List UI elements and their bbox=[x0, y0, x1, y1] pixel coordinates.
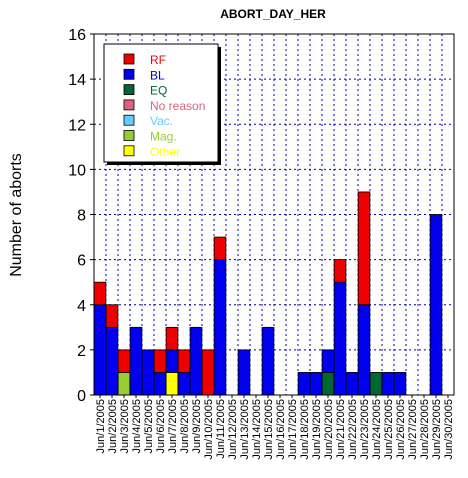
bar-segment-bl bbox=[105, 326, 119, 396]
legend-label: No reason bbox=[150, 99, 205, 113]
x-tick-label: Jun/17/2005 bbox=[287, 399, 299, 460]
bar-segment-eq bbox=[321, 372, 335, 396]
legend-swatch bbox=[123, 130, 135, 141]
bar-segment-bl bbox=[297, 372, 311, 396]
bar-segment-rf bbox=[201, 349, 215, 396]
y-tick-label: 14 bbox=[68, 72, 86, 89]
bar-segment-bl bbox=[129, 326, 143, 396]
y-tick-label: 2 bbox=[77, 343, 86, 360]
x-tick-label: Jun/18/2005 bbox=[299, 399, 311, 460]
legend-swatch bbox=[123, 53, 135, 65]
chart-title: ABORT_DAY_HER bbox=[220, 7, 326, 21]
x-tick-label: Jun/20/2005 bbox=[323, 399, 335, 460]
y-tick-label: 4 bbox=[77, 298, 86, 315]
x-tick-label: Jun/5/2005 bbox=[143, 399, 155, 453]
x-tick-label: Jun/15/2005 bbox=[263, 399, 275, 460]
legend-swatch bbox=[123, 84, 135, 95]
legend-label: EQ bbox=[150, 84, 167, 98]
y-tick-label: 6 bbox=[77, 253, 86, 270]
x-tick-label: Jun/3/2005 bbox=[119, 399, 131, 453]
bar-segment-bl bbox=[93, 304, 107, 396]
legend-label: Other bbox=[150, 145, 180, 159]
bar-segment-bl bbox=[261, 326, 275, 396]
x-tick-label: Jun/9/2005 bbox=[191, 399, 203, 453]
x-tick-label: Jun/19/2005 bbox=[311, 399, 323, 460]
x-tick-label: Jun/10/2005 bbox=[203, 399, 215, 460]
x-ticks: Jun/1/2005 Jun/2/2005 Jun/3/2005 Jun/4/2005… bbox=[95, 395, 455, 460]
bar-segment-rf bbox=[153, 349, 167, 373]
y-tick-label: 16 bbox=[68, 27, 86, 44]
y-tick-label: 12 bbox=[68, 117, 86, 134]
bar-segment-bl bbox=[213, 259, 227, 396]
x-tick-label: Jun/2/2005 bbox=[107, 399, 119, 453]
x-tick-label: Jun/11/2005 bbox=[215, 399, 227, 459]
legend-swatch bbox=[123, 99, 135, 111]
x-tick-label: Jun/8/2005 bbox=[179, 399, 191, 453]
bar-segment-bl bbox=[345, 372, 359, 396]
bar-segment-rf bbox=[165, 326, 179, 351]
x-tick-label: Jun/14/2005 bbox=[251, 399, 263, 460]
bar-segment-bl bbox=[381, 372, 395, 396]
bar-segment-bl bbox=[153, 372, 167, 396]
bar-segment-bl bbox=[429, 214, 443, 396]
bar-segment-rf bbox=[177, 349, 191, 373]
x-tick-label: Jun/1/2005 bbox=[95, 399, 107, 453]
x-tick-label: Jun/26/2005 bbox=[395, 399, 407, 460]
bar-segment-mag bbox=[117, 372, 131, 396]
x-tick-label: Jun/7/2005 bbox=[167, 399, 179, 453]
y-tick-label: 8 bbox=[77, 208, 86, 225]
bar-segment-rf bbox=[357, 191, 371, 306]
bar-segment-bl bbox=[189, 326, 203, 396]
x-tick-label: Jun/13/2005 bbox=[239, 399, 251, 460]
legend-label: RF bbox=[150, 53, 166, 67]
x-tick-label: Jun/23/2005 bbox=[359, 399, 371, 460]
x-tick-label: Jun/28/2005 bbox=[419, 399, 431, 460]
x-tick-label: Jun/4/2005 bbox=[131, 399, 143, 453]
x-tick-label: Jun/21/2005 bbox=[335, 399, 347, 460]
x-tick-label: Jun/24/2005 bbox=[371, 399, 383, 460]
legend-box bbox=[103, 43, 219, 163]
bar-segment-bl bbox=[141, 349, 155, 396]
bar-segment-bl bbox=[177, 372, 191, 396]
bar-segment-bl bbox=[309, 372, 323, 396]
bar-segment-bl bbox=[393, 372, 407, 396]
legend-swatch bbox=[123, 68, 135, 80]
bars bbox=[93, 191, 443, 396]
bar-segment-bl bbox=[333, 281, 347, 396]
legend-label: Vac. bbox=[150, 114, 173, 128]
x-tick-label: Jun/12/2005 bbox=[227, 399, 239, 460]
bar-segment-rf bbox=[117, 349, 131, 373]
legend-swatch bbox=[123, 145, 135, 157]
legend-swatch bbox=[123, 114, 135, 126]
x-tick-label: Jun/25/2005 bbox=[383, 399, 395, 460]
bar-segment-bl bbox=[165, 349, 179, 373]
bar-segment-rf bbox=[213, 236, 227, 261]
legend-label: BL bbox=[150, 68, 165, 82]
y-ticks: 0 2 4 6 8 10 12 14 16 bbox=[68, 27, 94, 405]
x-tick-label: Jun/30/2005 bbox=[443, 399, 455, 460]
bar-segment-rf bbox=[333, 259, 347, 283]
bar-segment-rf bbox=[93, 281, 107, 306]
bar-segment-other bbox=[165, 372, 179, 396]
bar-segment-bl bbox=[237, 349, 251, 396]
y-axis-label: Number of aborts bbox=[8, 153, 25, 277]
y-tick-label: 10 bbox=[68, 162, 86, 179]
bar-segment-bl bbox=[321, 349, 335, 373]
bar-segment-rf bbox=[105, 304, 119, 328]
y-tick-label: 0 bbox=[77, 388, 86, 405]
bar-segment-eq bbox=[369, 372, 383, 396]
x-tick-label: Jun/6/2005 bbox=[155, 399, 167, 453]
x-tick-label: Jun/16/2005 bbox=[275, 399, 287, 460]
legend-label: Mag. bbox=[150, 130, 177, 144]
x-tick-label: Jun/22/2005 bbox=[347, 399, 359, 460]
x-tick-label: Jun/29/2005 bbox=[431, 399, 443, 460]
bar-segment-bl bbox=[357, 304, 371, 396]
x-tick-label: Jun/27/2005 bbox=[407, 399, 419, 460]
